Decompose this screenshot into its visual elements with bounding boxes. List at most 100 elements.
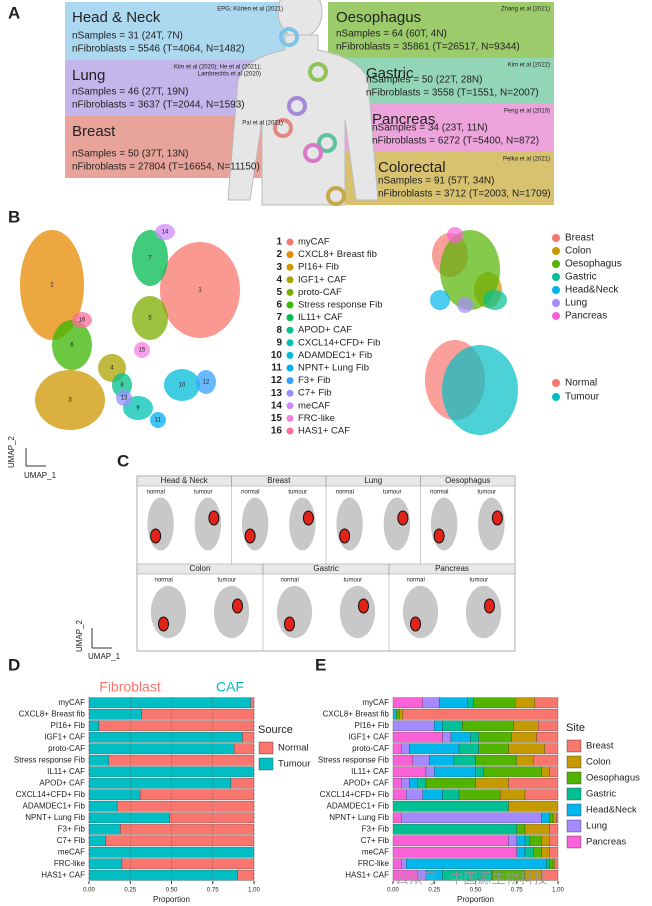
bar-segment (462, 720, 514, 732)
x-tick-label: 1.00 (552, 888, 564, 894)
y-tick-label: ADAMDEC1+ Fib (23, 801, 86, 810)
facet-sublabel: normal (281, 578, 299, 584)
study-citation: Zhang et al (2021) (501, 7, 550, 13)
bar-segment (116, 800, 255, 812)
umap-ylabel: UMAP_2 (75, 619, 84, 652)
study-citation: Peng et al (2019) (504, 109, 550, 115)
site-legend-dot (552, 234, 560, 242)
bar-segment (88, 708, 142, 720)
bar-segment (458, 789, 501, 801)
cluster-legend-number: 9 (276, 337, 282, 348)
bar-segment (470, 731, 479, 743)
facet-title: Oesophagus (445, 476, 490, 485)
bar-segment (230, 777, 255, 789)
cluster-legend-dot (286, 339, 294, 347)
x-tick-label: 1.00 (248, 888, 260, 894)
organ-gastric (317, 133, 337, 153)
legend-label: Lung (586, 821, 607, 832)
bar-segment (508, 777, 559, 789)
legend-label: Gastric (586, 789, 616, 800)
y-tick-label: IL11+ CAF (47, 767, 85, 776)
cluster-legend-label: HAS1+ CAF (298, 426, 350, 437)
y-tick-label: HAS1+ CAF (345, 870, 389, 879)
legend-label: Colon (586, 757, 611, 768)
bar-segment (234, 743, 255, 755)
cluster-legend-label: IL11+ CAF (298, 312, 343, 323)
site-legend-dot (552, 299, 560, 307)
bar-segment (529, 835, 542, 847)
site-legend-label: Head&Neck (565, 285, 619, 296)
bar-segment (88, 846, 255, 858)
facet-title: Head & Neck (161, 476, 209, 485)
density-background (213, 585, 250, 639)
y-tick-label: CXCL8+ Breast fib (323, 709, 390, 718)
umap-cluster (150, 412, 166, 428)
study-title: Head & Neck (72, 9, 161, 26)
panel-letter: A (8, 3, 20, 22)
legend-label: Breast (586, 741, 614, 752)
study-title: Lung (72, 67, 105, 84)
bar-segment (556, 812, 559, 824)
study-samples: nSamples = 50 (37T, 13N) (72, 149, 188, 160)
bar-segment (475, 777, 509, 789)
site-legend-dot (552, 247, 560, 255)
bar-segment (429, 754, 455, 766)
bar-segment (508, 835, 517, 847)
cluster-legend-number: 14 (271, 400, 283, 411)
facet-sublabel: tumour (218, 578, 237, 584)
facet-sublabel: normal (147, 490, 165, 496)
study-citation: EPG; Kürten et al (2021) (217, 7, 283, 13)
study-citation: Pal et al (2021) (242, 121, 283, 127)
cluster-legend-dot (286, 414, 294, 422)
density-background (276, 585, 313, 639)
y-tick-label: NPNT+ Lung Fib (329, 813, 389, 822)
facet-sublabel: tumour (344, 578, 363, 584)
site-legend-label: Gastric (565, 272, 597, 283)
x-tick-label: 0.50 (470, 888, 482, 894)
y-tick-label: IGF1+ CAF (44, 732, 85, 741)
bar-segment (392, 858, 402, 870)
site-umap-blob (447, 227, 463, 243)
facet-sublabel: tumour (383, 490, 402, 496)
bar-segment (478, 743, 509, 755)
bar-segment (409, 743, 460, 755)
umap-cluster (116, 390, 132, 406)
study-title: Oesophagus (336, 9, 421, 26)
bar-segment (141, 708, 255, 720)
bar-segment (425, 777, 476, 789)
study-fibroblasts: nFibroblasts = 35861 (T=26517, N=9344) (336, 42, 520, 53)
cluster-legend-number: 1 (276, 237, 282, 248)
bar-segment (508, 800, 559, 812)
density-hotspot (208, 510, 220, 526)
legend-title: Source (258, 724, 293, 736)
facet-title: Colon (190, 564, 211, 573)
bar-segment (98, 720, 255, 732)
legend-swatch (258, 757, 274, 771)
umap-cluster-label: 1 (198, 288, 202, 294)
cluster-legend-number: 5 (276, 287, 282, 298)
study-samples: nSamples = 34 (23T, 11N) (372, 123, 488, 134)
bar-segment (392, 846, 517, 858)
bar-segment (549, 858, 554, 870)
condition-legend-label: Normal (565, 378, 597, 389)
bar-segment (88, 812, 170, 824)
x-tick-label: 0.25 (428, 888, 440, 894)
facet-sublabel: tumour (477, 490, 496, 496)
bar-segment (544, 743, 559, 755)
umap-cluster (160, 242, 240, 338)
density-hotspot (158, 616, 169, 632)
bar-segment (392, 754, 413, 766)
organ-colon (326, 186, 346, 206)
y-tick-label: PI16+ Fib (51, 721, 86, 730)
bar-segment (401, 858, 407, 870)
bar-segment (392, 766, 427, 778)
bar-segment (533, 754, 559, 766)
umap-cluster (196, 370, 216, 394)
study-fibroblasts: nFibroblasts = 3712 (T=2003, N=1709) (378, 189, 551, 200)
y-tick-label: F3+ Fib (58, 824, 86, 833)
x-tick-label: 0.50 (166, 888, 178, 894)
torso (227, 34, 379, 206)
umap-cluster (164, 369, 200, 401)
study-fibroblasts: nFibroblasts = 6272 (T=5400, N=872) (372, 136, 539, 147)
bar-segment (88, 869, 238, 881)
